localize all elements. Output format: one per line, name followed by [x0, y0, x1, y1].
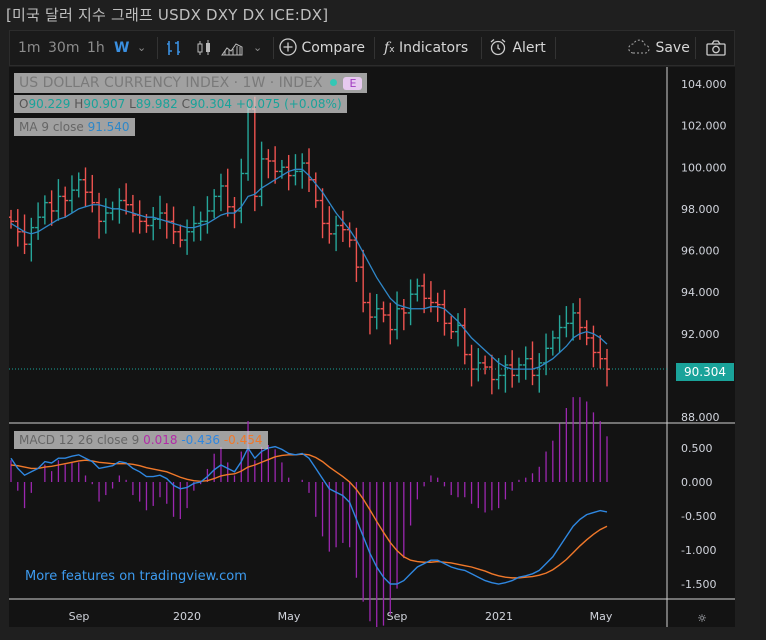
compare-button[interactable]: Compare [279, 31, 365, 65]
camera-icon[interactable] [705, 31, 727, 65]
price-tick-label: 94.000 [681, 286, 720, 299]
interval-weekly[interactable]: W [114, 40, 130, 56]
interval-30m[interactable]: 30m [48, 40, 80, 56]
price-tick-label: 100.000 [681, 161, 727, 174]
time-tick-label: Sep [69, 610, 90, 623]
ohlc-legend: O90.229 H90.907 L89.982 C90.304 +0.075 (… [14, 95, 347, 113]
market-status-dot-icon [330, 79, 338, 86]
price-tick-label: 92.000 [681, 328, 720, 341]
save-button[interactable]: Save [627, 31, 690, 65]
bar-style-icon[interactable] [165, 31, 183, 65]
price-tick-label: 98.000 [681, 203, 720, 216]
time-tick-label: Sep [387, 610, 408, 623]
high-value: 90.907 [83, 97, 126, 111]
time-tick-label: 2021 [485, 610, 513, 623]
macd-tick-label: 0.500 [681, 442, 713, 455]
macd-tick-label: -0.500 [681, 510, 716, 523]
ma-9-line [10, 168, 608, 370]
time-tick-label: 2020 [173, 610, 201, 623]
chart-toolbar: 1m 30m 1h W ⌄ ⌄ Compare fx Indicators Al… [9, 30, 735, 66]
symbol-legend[interactable]: US DOLLAR CURRENCY INDEX · 1W · INDEX E [14, 73, 368, 93]
interval-dropdown-chevron-icon[interactable]: ⌄ [137, 41, 147, 54]
close-value: 90.304 [190, 97, 233, 111]
area-chart-icon[interactable] [221, 31, 243, 65]
time-tick-label: May [278, 610, 301, 623]
price-tick-label: 102.000 [681, 120, 727, 133]
macd-line [10, 445, 608, 585]
compare-label: Compare [301, 40, 365, 56]
settings-gear-icon: ☼ [697, 612, 707, 625]
alert-label: Alert [512, 40, 546, 56]
macd-tick-label: 0.000 [681, 476, 713, 489]
macd-tick-label: -1.000 [681, 544, 716, 557]
time-tick-label: May [590, 610, 613, 623]
promo-link[interactable]: More features on tradingview.com [25, 569, 247, 584]
ma-label: MA 9 close [19, 120, 84, 134]
macd-tick-label: -1.500 [681, 578, 716, 591]
macd-line-value: -0.436 [181, 433, 221, 447]
low-value: 89.982 [135, 97, 178, 111]
change-value: +0.075 (+0.08%) [235, 97, 342, 111]
chart-canvas[interactable]: 104.000 102.000 100.000 98.000 96.000 94.000 9… [9, 67, 735, 627]
indicators-button[interactable]: fx Indicators [384, 40, 469, 56]
macd-signal-value: -0.454 [223, 433, 263, 447]
macd-label: MACD 12 26 close 9 [19, 433, 140, 447]
function-icon: f [384, 40, 390, 56]
save-label: Save [655, 40, 690, 56]
price-tick-label: 96.000 [681, 245, 720, 258]
interval-1m[interactable]: 1m [18, 40, 41, 56]
last-price-label: 90.304 [676, 363, 734, 381]
symbol-name: US DOLLAR CURRENCY INDEX · 1W · INDEX [19, 75, 323, 91]
interval-1h[interactable]: 1h [87, 40, 105, 56]
chart-type-chevron-icon[interactable]: ⌄ [253, 41, 263, 54]
ma-legend[interactable]: MA 9 close 91.540 [14, 118, 135, 136]
macd-signal-line [10, 453, 608, 579]
macd-legend[interactable]: MACD 12 26 close 9 0.018 -0.436 -0.454 [14, 431, 268, 449]
alert-button[interactable]: Alert [488, 31, 546, 65]
open-value: 90.229 [28, 97, 71, 111]
macd-hist-value: 0.018 [143, 433, 178, 447]
price-tick-label: 88.000 [681, 411, 720, 424]
earnings-badge: E [343, 77, 363, 90]
window-title: [미국 달러 지수 그래프 USDX DXY DX ICE:DX] [6, 6, 329, 24]
indicators-label: Indicators [398, 40, 469, 56]
candles-icon[interactable] [195, 31, 213, 65]
ma-value: 91.540 [87, 120, 130, 134]
price-tick-label: 104.000 [681, 78, 727, 91]
chart-area[interactable]: 104.000 102.000 100.000 98.000 96.000 94.000 9… [9, 67, 735, 627]
